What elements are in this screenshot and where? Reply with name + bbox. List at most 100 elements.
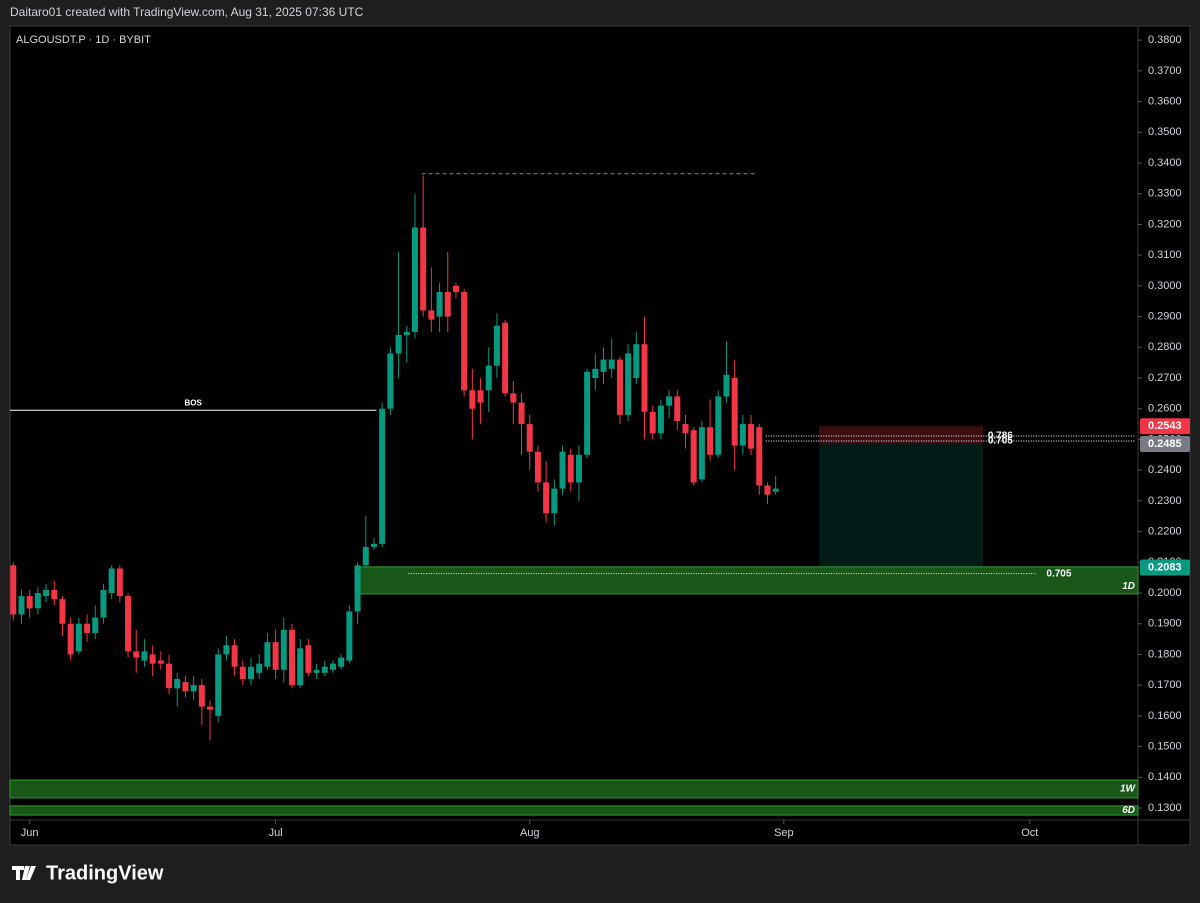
candle-body [485, 365, 492, 391]
candle-body [10, 565, 17, 615]
candle-body [698, 427, 705, 480]
candle-body [600, 359, 607, 372]
candle-body [43, 589, 50, 597]
candle-body [526, 424, 533, 452]
y-tick-label: 0.2200 [1148, 525, 1182, 537]
candle-body [395, 334, 402, 354]
candle-body [239, 666, 246, 680]
candle-body [772, 488, 779, 492]
candle-body [592, 368, 599, 379]
candle-body [411, 227, 418, 332]
candle-body [264, 642, 271, 667]
candle-body [739, 424, 746, 446]
candle-body [75, 623, 82, 652]
candle-body [59, 599, 66, 624]
candle-body [329, 663, 336, 670]
y-tick-label: 0.1800 [1148, 648, 1182, 660]
candle-body [190, 685, 197, 692]
brand-name: TradingView [46, 862, 164, 884]
y-tick-label: 0.1700 [1148, 679, 1182, 691]
candle-body [289, 629, 295, 686]
y-tick-label: 0.2800 [1148, 341, 1182, 353]
x-tick-label: Oct [1021, 827, 1038, 839]
candle-body [616, 359, 623, 415]
candle-body [313, 669, 320, 673]
y-tick-label: 0.2000 [1148, 587, 1182, 599]
candle-body [551, 488, 558, 514]
candle-body [321, 666, 328, 673]
x-tick-label: Jun [21, 827, 39, 839]
candle-body [370, 543, 377, 547]
y-tick-label: 0.3000 [1148, 280, 1182, 292]
candle-body [518, 402, 525, 425]
y-tick-label: 0.2700 [1148, 372, 1182, 384]
y-tick-label: 0.2300 [1148, 495, 1182, 507]
x-tick-label: Aug [520, 827, 540, 839]
candle-body [198, 685, 205, 707]
candle-body [559, 451, 566, 489]
candle-body [149, 654, 156, 664]
candle-body [502, 322, 509, 394]
price-tag-label: 0.2083 [1148, 561, 1182, 573]
fib-label: 0.705 [988, 436, 1013, 447]
candle-body [510, 393, 517, 403]
y-tick-label: 0.3300 [1148, 188, 1182, 200]
candle-body [444, 291, 451, 317]
y-tick-label: 0.2400 [1148, 464, 1182, 476]
candle-body [633, 344, 640, 379]
candle-body [748, 424, 755, 449]
candle-body [608, 359, 615, 369]
price-tag-label: 0.2485 [1148, 438, 1182, 450]
candle-body [182, 682, 189, 692]
y-tick-label: 0.3400 [1148, 157, 1182, 169]
zone-label: 6D [1122, 805, 1135, 816]
candle-body [34, 593, 41, 609]
price-tag [1140, 559, 1190, 576]
candle-body [567, 454, 574, 483]
candle-body [764, 485, 771, 495]
candle-body [649, 411, 656, 434]
y-tick-label: 0.3500 [1148, 126, 1182, 138]
y-tick-label: 0.2900 [1148, 310, 1182, 322]
y-tick-label: 0.1300 [1148, 802, 1182, 814]
zone-label: 1W [1120, 784, 1137, 795]
candle-body [534, 451, 541, 483]
candle-body [625, 353, 632, 415]
candle-body [346, 611, 353, 661]
candle-body [452, 285, 459, 292]
candle-body [469, 390, 476, 409]
candle-body [26, 596, 33, 609]
y-tick-label: 0.3600 [1148, 95, 1182, 107]
y-tick-label: 0.3800 [1148, 34, 1182, 46]
candle-body [125, 596, 132, 652]
fib-label: 0.705 [1046, 568, 1071, 579]
candle-body [428, 310, 435, 320]
candle-body [690, 430, 697, 483]
candle-body [461, 291, 468, 391]
candle-body [723, 374, 730, 397]
candle-body [297, 648, 304, 686]
x-tick-label: Sep [774, 827, 794, 839]
candle-body [141, 651, 148, 661]
candle-body [133, 651, 140, 658]
candle-body [108, 568, 115, 594]
candle-body [575, 454, 582, 483]
candle-body [116, 568, 123, 597]
price-tag [1140, 436, 1190, 453]
candle-body [84, 623, 91, 633]
position-risk [819, 426, 984, 445]
candle-body [18, 596, 25, 615]
candle-body [305, 645, 312, 673]
symbol-title: ALGOUSDT.P · 1D · BYBIT [16, 34, 151, 46]
candle-body [223, 645, 230, 655]
candle-body [477, 390, 484, 403]
x-tick-label: Jul [269, 827, 283, 839]
fib-label: 0.786 [988, 431, 1013, 442]
candle-body [362, 546, 369, 566]
position-reward [819, 444, 984, 568]
candle-body [67, 623, 74, 655]
zone [9, 779, 1139, 799]
candle-body [174, 679, 181, 689]
y-tick-label: 0.1900 [1148, 618, 1182, 630]
